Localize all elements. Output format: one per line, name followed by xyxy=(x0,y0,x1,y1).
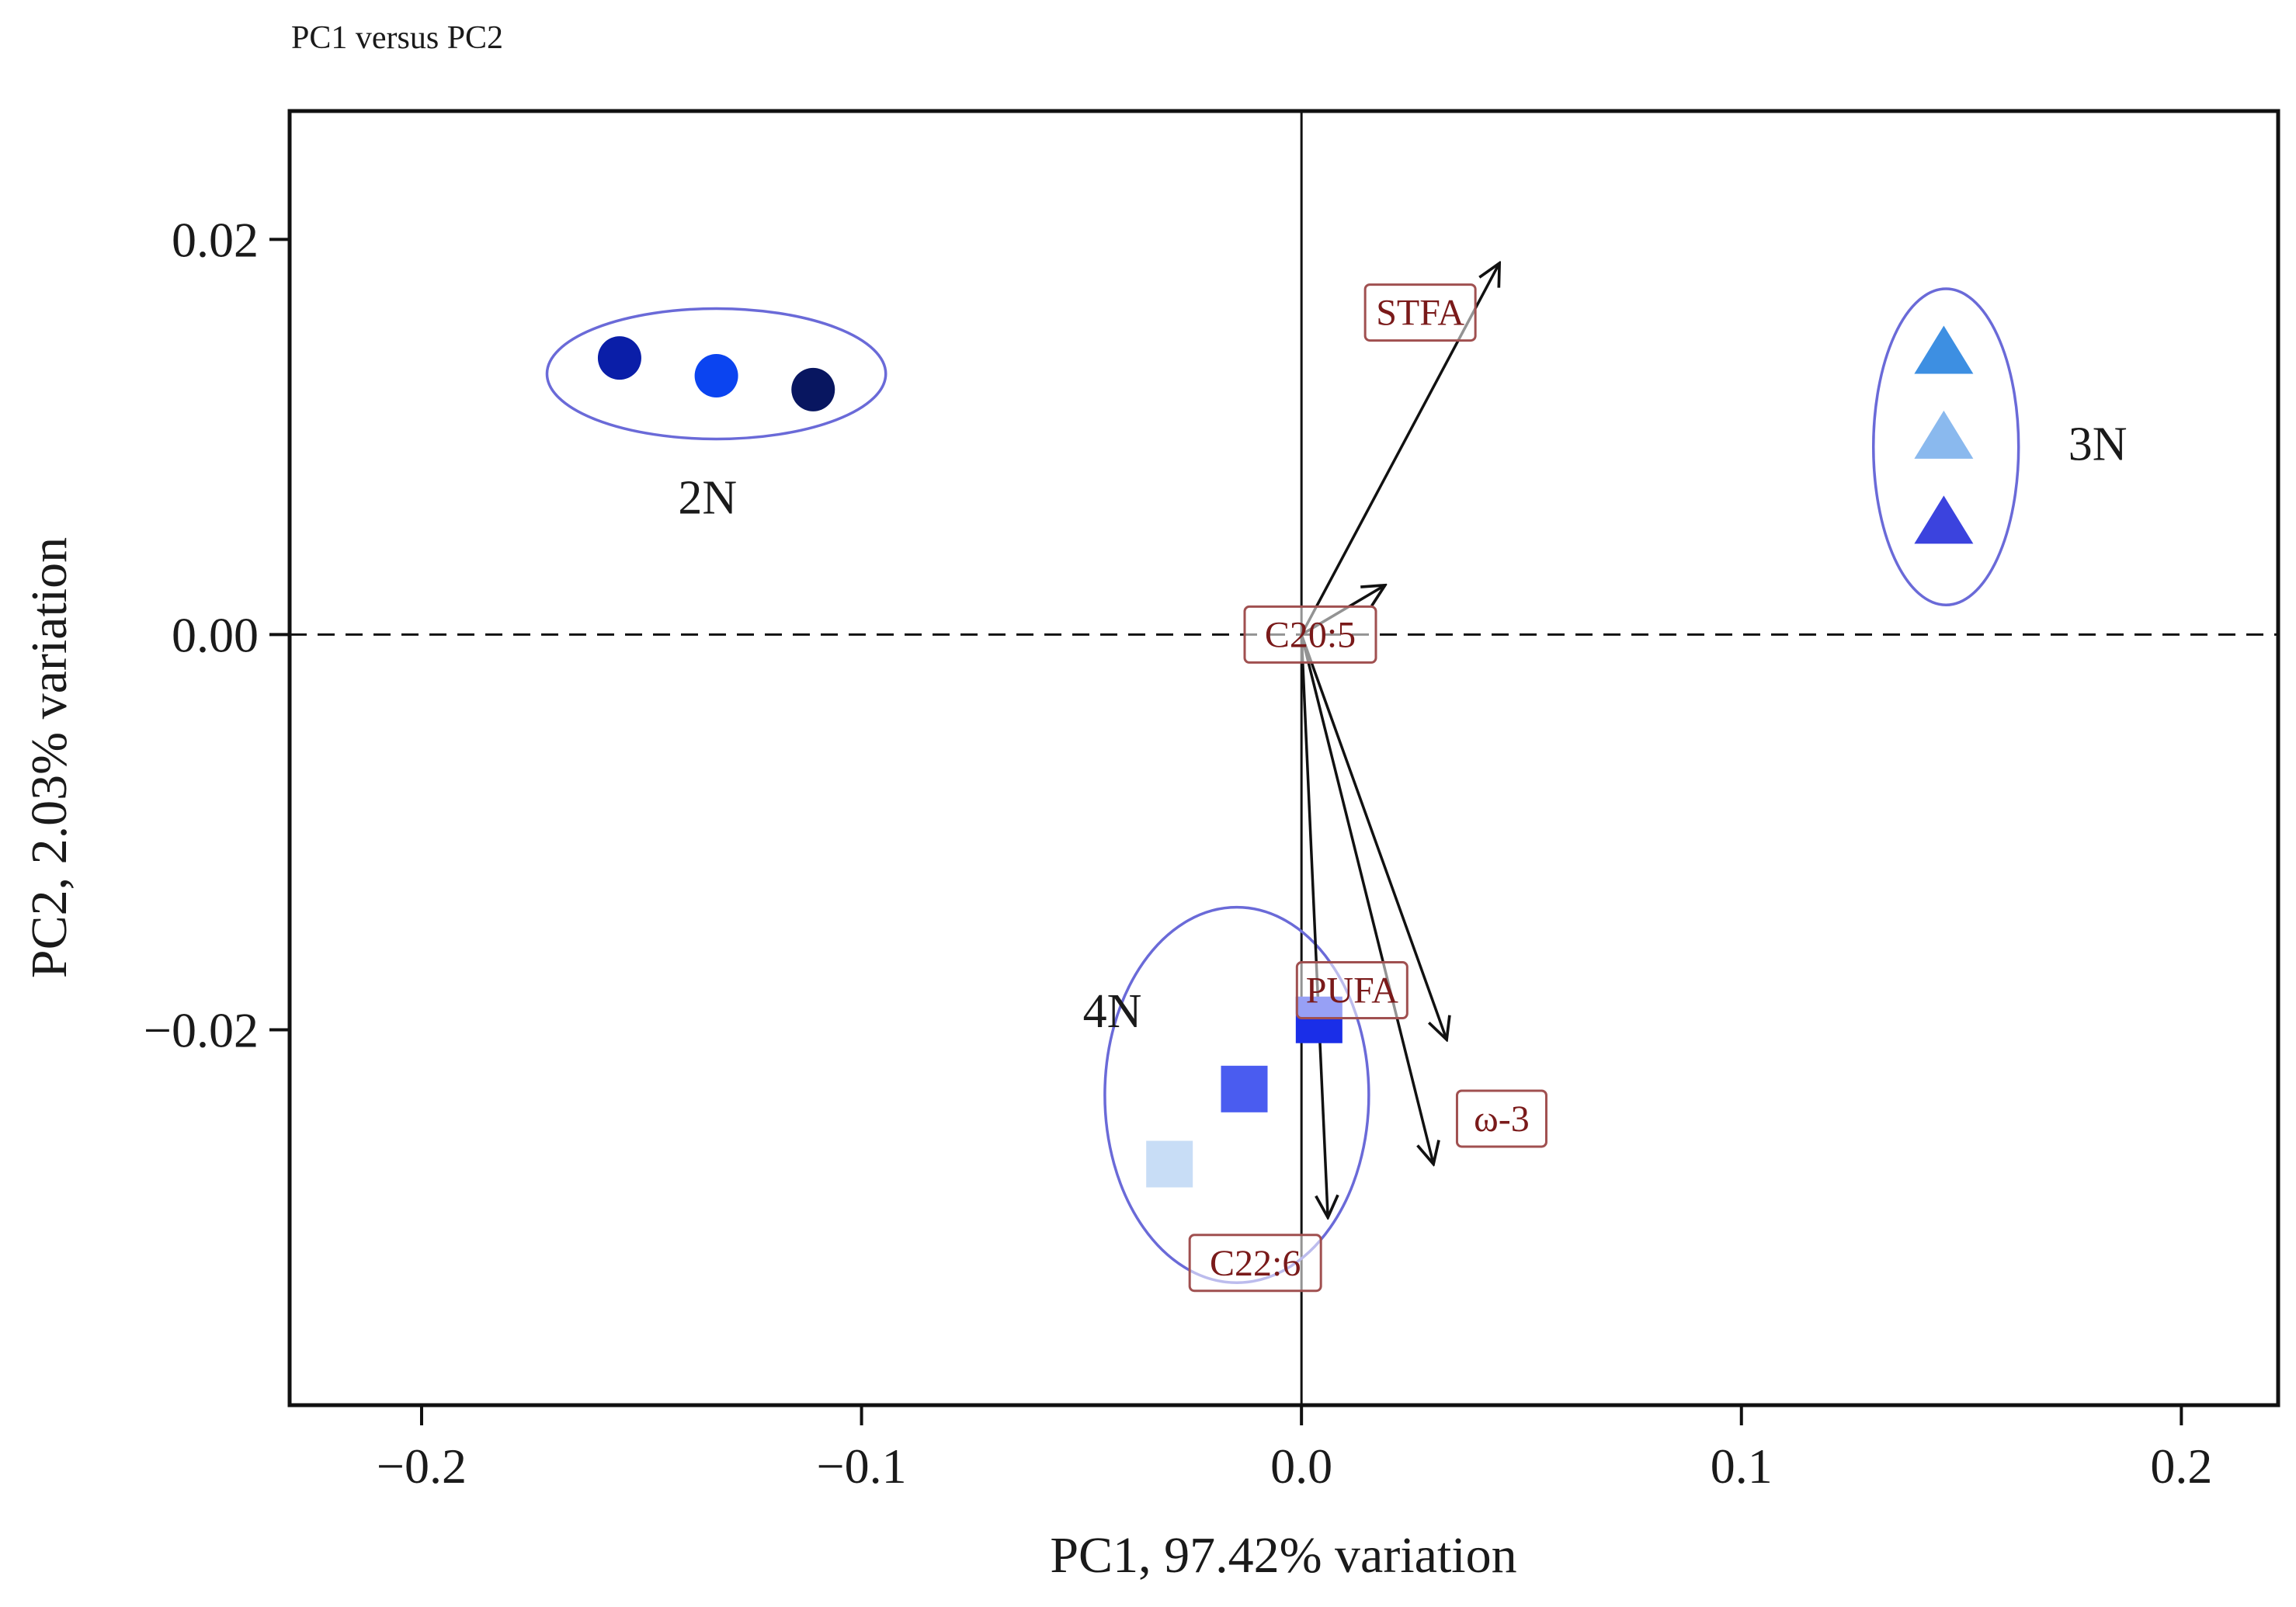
data-point-2n xyxy=(694,354,738,398)
vector-label-box-stfa xyxy=(1363,283,1477,342)
y-tick-label: 0.02 xyxy=(172,212,259,267)
group-label-3n: 3N xyxy=(2068,418,2128,471)
data-point-3n xyxy=(1914,495,1974,544)
data-point-3n xyxy=(1914,410,1974,459)
data-point-4n xyxy=(1221,1065,1268,1112)
group-ellipse-3n xyxy=(1871,287,2020,607)
group-label-2n: 2N xyxy=(678,471,737,524)
vector-label-box-c20-5 xyxy=(1243,605,1377,664)
vector-label-c22-6: C22:6 xyxy=(1210,1243,1301,1284)
y-tick-label: −0.02 xyxy=(144,1002,259,1057)
plot-frame xyxy=(287,109,2280,1407)
y-axis-label: PC2, 2.03% variation xyxy=(21,537,78,978)
vector-label-pufa: PUFA xyxy=(1306,970,1398,1012)
x-tick-label: 0.1 xyxy=(1711,1439,1773,1494)
data-point-3n xyxy=(1914,325,1974,374)
loading-vector-c22-6 xyxy=(1300,634,1328,1217)
data-point-4n xyxy=(1146,1140,1193,1188)
x-tick-label: 0.0 xyxy=(1270,1439,1332,1494)
vector-label-3: ω-3 xyxy=(1474,1099,1530,1140)
vector-label-box-pufa xyxy=(1295,961,1409,1020)
loading-vector-3 xyxy=(1300,634,1433,1164)
data-point-2n xyxy=(597,336,641,380)
group-label-4n: 4N xyxy=(1083,985,1142,1038)
group-ellipse-2n xyxy=(545,307,887,441)
vector-label-box-c22-6 xyxy=(1188,1234,1322,1293)
chart-title: PC1 versus PC2 xyxy=(291,20,503,56)
vector-label-stfa: STFA xyxy=(1376,293,1464,334)
x-axis-label: PC1, 97.42% variation xyxy=(1050,1527,1516,1584)
x-tick-label: 0.2 xyxy=(2150,1439,2212,1494)
x-tick-label: −0.2 xyxy=(377,1439,467,1494)
loading-vector-pufa xyxy=(1300,633,1447,1040)
data-point-2n xyxy=(791,367,835,411)
vector-label-box-3 xyxy=(1455,1089,1547,1148)
x-tick-label: −0.1 xyxy=(817,1439,907,1494)
y-tick-label: 0.00 xyxy=(172,607,259,662)
vector-label-c20-5: C20:5 xyxy=(1265,614,1356,655)
